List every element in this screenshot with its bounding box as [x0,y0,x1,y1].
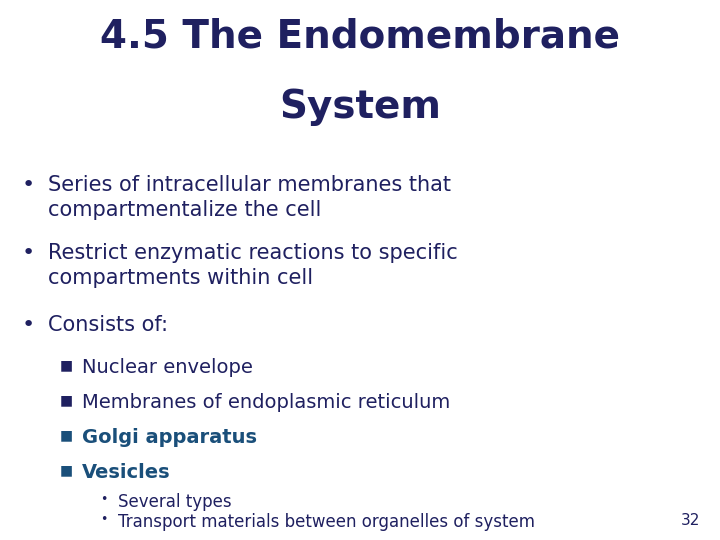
Text: Several types: Several types [118,493,232,511]
Text: 32: 32 [680,513,700,528]
Text: ■: ■ [60,428,73,442]
Text: •: • [22,315,35,335]
Text: Series of intracellular membranes that
compartmentalize the cell: Series of intracellular membranes that c… [48,175,451,220]
Text: •: • [100,513,107,526]
Text: Restrict enzymatic reactions to specific
compartments within cell: Restrict enzymatic reactions to specific… [48,243,458,288]
Text: ■: ■ [60,393,73,407]
Text: Vesicles: Vesicles [82,463,171,482]
Text: Transport materials between organelles of system: Transport materials between organelles o… [118,513,535,531]
Text: 4.5 The Endomembrane: 4.5 The Endomembrane [100,18,620,56]
Text: Golgi apparatus: Golgi apparatus [82,428,257,447]
Text: Nuclear envelope: Nuclear envelope [82,358,253,377]
Text: •: • [22,243,35,263]
Text: •: • [100,493,107,506]
Text: System: System [279,88,441,126]
Text: ■: ■ [60,358,73,372]
Text: Consists of:: Consists of: [48,315,168,335]
Text: •: • [22,175,35,195]
Text: ■: ■ [60,463,73,477]
Text: Membranes of endoplasmic reticulum: Membranes of endoplasmic reticulum [82,393,450,412]
